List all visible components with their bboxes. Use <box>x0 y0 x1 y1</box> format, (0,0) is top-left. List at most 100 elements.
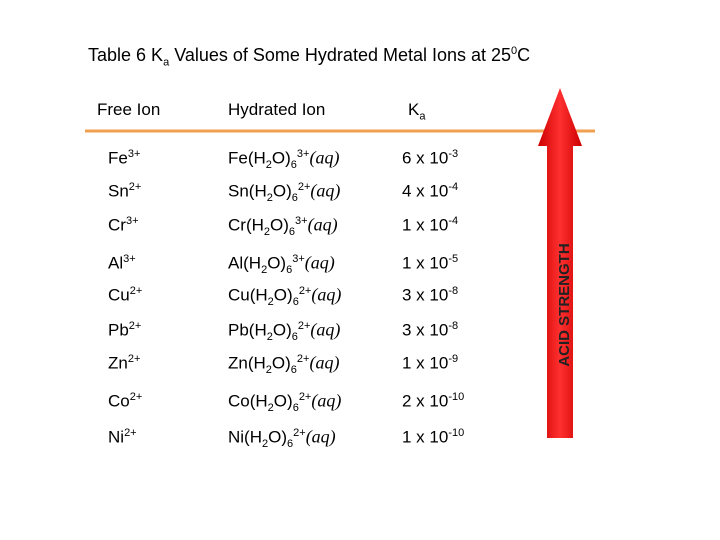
free-ion: Ni2+ <box>108 423 137 448</box>
hydrated-ion-part: (aq) <box>309 352 340 373</box>
free-ion-part: 2+ <box>129 391 143 403</box>
hydrated-ion-part: 2 <box>266 192 273 205</box>
hydrated-ion-part: O) <box>268 427 288 447</box>
hydrated-ion: Al(H2O)63+(aq) <box>228 249 335 280</box>
free-ion-part: Sn <box>108 181 129 201</box>
hydrated-ion-part: 2 <box>267 296 274 309</box>
hydrated-ion-part: O) <box>272 320 292 340</box>
free-ion-part: 2+ <box>124 427 137 439</box>
title: Table 6 Ka Values of Some Hydrated Metal… <box>88 41 530 73</box>
ka-value: 2 x 10-10 <box>402 387 464 412</box>
hydrated-ion-part: Sn(H <box>228 181 267 201</box>
hydrated-ion-part: (aq) <box>305 426 336 447</box>
ka-value-part: -10 <box>448 427 465 439</box>
hydrated-ion-part: O) <box>273 391 293 411</box>
title-part: a <box>163 56 170 69</box>
hydrated-ion-part: O) <box>271 353 291 373</box>
hydrated-ion-part: 6 <box>291 192 298 205</box>
ka-value-part: 3 x 10 <box>402 320 449 340</box>
free-ion: Sn2+ <box>108 177 141 202</box>
free-ion-part: Cu <box>108 285 130 305</box>
hydrated-ion-part: (aq) <box>311 390 342 411</box>
hydrated-ion-part: (aq) <box>309 147 340 168</box>
ka-value: 6 x 10-3 <box>402 144 458 169</box>
free-ion: Pb2+ <box>108 316 141 341</box>
hydrated-ion-part: O) <box>272 181 292 201</box>
ka-value: 1 x 10-10 <box>402 423 464 448</box>
hydrated-ion-part: Zn(H <box>228 353 266 373</box>
ka-value-part: -9 <box>448 353 459 365</box>
hydrated-ion-part: 3+ <box>295 215 308 227</box>
ka-value: 4 x 10-4 <box>402 177 458 202</box>
title-part: Values of Some Hydrated Metal Ions at 25 <box>169 45 512 65</box>
acid-arrow <box>538 88 582 438</box>
hydrated-ion-part: 2 <box>263 226 271 239</box>
free-ion: Zn2+ <box>108 349 140 374</box>
hydrated-ion-part: 2 <box>265 364 272 377</box>
hydrated-ion-part: 6 <box>292 402 299 415</box>
hydrated-ion: Fe(H2O)63+(aq) <box>228 144 339 175</box>
header-ka-part: K <box>408 100 420 119</box>
ka-value-part: -10 <box>448 391 465 403</box>
hydrated-ion-part: O) <box>267 253 287 273</box>
hydrated-ion-part: 6 <box>290 364 297 377</box>
free-ion-part: Pb <box>108 320 129 340</box>
hydrated-ion-part: 6 <box>291 331 298 344</box>
free-ion: Cu2+ <box>108 281 142 306</box>
free-ion: Co2+ <box>108 387 142 412</box>
ka-value-part: 2 x 10 <box>402 391 449 411</box>
hydrated-ion-part: 3+ <box>292 253 305 265</box>
hydrated-ion-part: 6 <box>286 264 293 277</box>
ka-value-part: 1 x 10 <box>402 427 449 447</box>
hydrated-ion-part: (aq) <box>310 319 341 340</box>
hydrated-ion-part: 3+ <box>296 148 310 160</box>
hydrated-ion-part: 6 <box>290 159 297 172</box>
hydrated-ion-part: 2+ <box>297 181 311 193</box>
free-ion-part: Cr <box>108 215 126 235</box>
free-ion-part: 2+ <box>129 285 143 297</box>
free-ion-part: Al <box>108 253 124 273</box>
hydrated-ion-part: Fe(H <box>228 148 266 168</box>
ka-value-part: 3 x 10 <box>402 285 449 305</box>
hydrated-ion-part: 2 <box>267 402 274 415</box>
hydrated-ion-part: (aq) <box>311 284 342 305</box>
free-ion: Fe3+ <box>108 144 140 169</box>
hydrated-ion: Zn(H2O)62+(aq) <box>228 349 339 380</box>
hydrated-ion-part: (aq) <box>307 214 338 235</box>
hydrated-ion-part: Co(H <box>228 391 268 411</box>
hydrated-ion: Pb(H2O)62+(aq) <box>228 316 340 347</box>
hydrated-ion-part: Cu(H <box>228 285 268 305</box>
ka-value: 1 x 10-9 <box>402 349 458 374</box>
free-ion-part: 3+ <box>123 253 136 265</box>
title-part: C <box>517 45 531 65</box>
hydrated-ion-part: 2+ <box>296 353 310 365</box>
free-ion-part: Ni <box>108 427 125 447</box>
hydrated-ion-part: Al(H <box>228 253 262 273</box>
ka-value: 1 x 10-4 <box>402 211 458 236</box>
header-ka: Ka <box>408 100 425 126</box>
ka-value-part: -3 <box>448 148 459 160</box>
header-free-ion: Free Ion <box>97 100 161 119</box>
hydrated-ion-part: 2+ <box>297 320 311 332</box>
hydrated-ion-part: 2 <box>265 159 272 172</box>
title-part: Table 6 K <box>88 45 164 65</box>
hydrated-ion-part: Cr(H <box>228 215 264 235</box>
ka-value-part: 6 x 10 <box>402 148 449 168</box>
hydrated-ion-part: 2 <box>261 264 268 277</box>
ka-value: 3 x 10-8 <box>402 281 458 306</box>
free-ion-part: Zn <box>108 353 128 373</box>
hydrated-ion: Co(H2O)62+(aq) <box>228 387 341 418</box>
free-ion-part: 3+ <box>125 215 139 227</box>
hydrated-ion-part: O) <box>270 215 289 235</box>
hydrated-ion-part: 2 <box>262 438 269 451</box>
free-ion-part: 2+ <box>128 320 142 332</box>
ka-value-part: -4 <box>448 181 459 193</box>
hydrated-ion-part: 2 <box>266 331 273 344</box>
ka-value: 1 x 10-5 <box>402 249 458 274</box>
ka-value-part: 1 x 10 <box>402 353 449 373</box>
ka-value-part: 1 x 10 <box>402 215 449 235</box>
ka-value-part: -4 <box>448 215 459 227</box>
arrow-label: ACID STRENGTH <box>556 243 573 366</box>
